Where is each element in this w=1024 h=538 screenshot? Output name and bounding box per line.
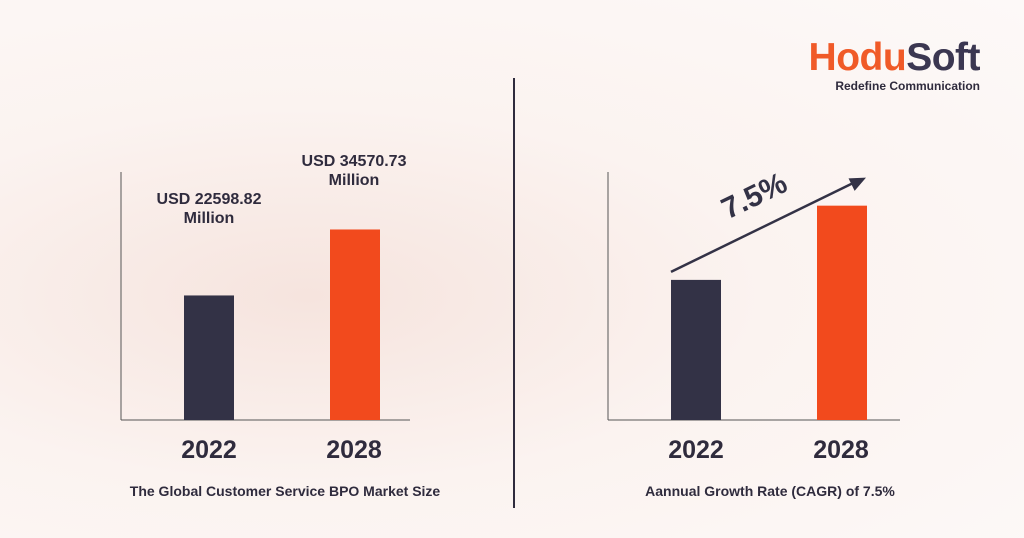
data-label-2028-unit: Million	[328, 172, 380, 189]
cagr-caption: Aannual Growth Rate (CAGR) of 7.5%	[645, 483, 895, 499]
left-bar-2028	[330, 229, 380, 420]
data-label-2028-value: USD 34570.73	[301, 153, 407, 170]
logo-hodu-text: Hodu	[808, 36, 907, 79]
right-bar-2028	[817, 205, 867, 420]
x-tick-label-2028-right: 2028	[813, 436, 869, 464]
logo-wordmark: HoduSoft	[808, 36, 981, 79]
data-label-2022: USD 22598.82 Million	[129, 190, 289, 228]
cagr-chart: 7.5%	[607, 166, 900, 421]
x-tick-label-2022: 2022	[181, 436, 237, 464]
growth-arrow-head	[848, 177, 866, 191]
x-tick-label-2028: 2028	[326, 436, 382, 464]
x-tick-label-2022-right: 2022	[668, 436, 724, 464]
section-divider	[513, 78, 515, 508]
data-label-2022-value: USD 22598.82	[156, 191, 262, 208]
left-bar-2022	[184, 295, 234, 420]
market-size-chart	[120, 172, 410, 421]
hodusoft-logo: HoduSoft Redefine Communication	[808, 36, 981, 93]
logo-soft-text: Soft	[906, 36, 980, 79]
data-label-2022-unit: Million	[183, 210, 235, 227]
data-label-2028: USD 34570.73 Million	[274, 152, 434, 190]
market-size-caption: The Global Customer Service BPO Market S…	[129, 483, 441, 499]
right-bar-2022	[671, 279, 721, 420]
growth-arrow-line	[670, 180, 857, 274]
logo-tagline: Redefine Communication	[835, 79, 980, 93]
